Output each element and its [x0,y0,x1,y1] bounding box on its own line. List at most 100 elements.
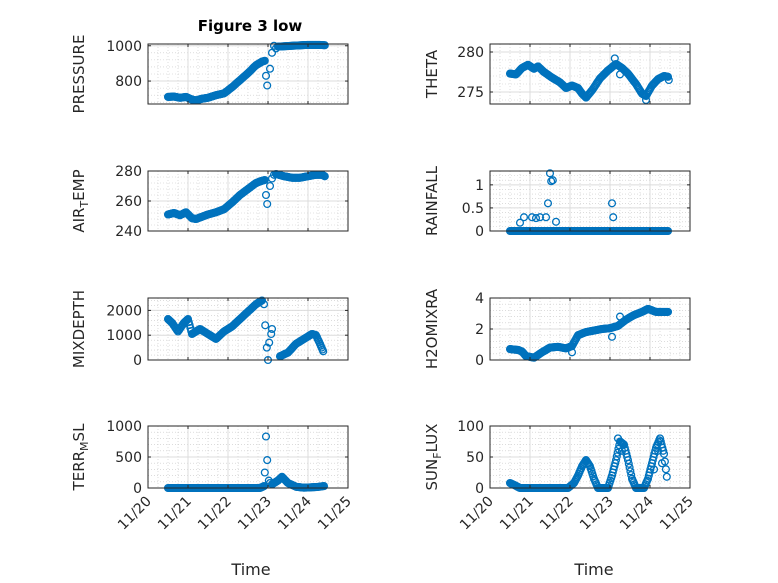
y-tick-label: 260 [115,194,142,210]
data-point [263,81,272,90]
y-tick-label: 1 [475,178,484,194]
data-point [261,71,271,80]
data-point [263,456,272,465]
data-point [515,218,525,227]
data-point [320,172,329,181]
data-point [535,213,545,222]
y-axis-label: H2OMIXRA [423,288,441,369]
y-axis-label: RAINFALL [423,165,441,236]
x-axis-label-left: Time [230,560,270,579]
data-point [543,199,553,208]
y-axis-label: THETA [423,49,441,99]
y-tick-label: 0 [475,353,484,369]
data-point [607,332,617,341]
data-point [641,95,651,105]
data-point [545,169,555,178]
subplot-theta: 275 280 THETA [423,43,691,105]
figure-title: Figure 3 low [198,17,303,35]
data-point [624,459,633,468]
data-point [611,456,621,465]
y-tick-label: 500 [115,450,142,466]
data-point [609,213,618,222]
data-point [527,213,537,222]
data-point [627,470,636,480]
data-point [261,190,271,200]
data-point [519,213,529,222]
data-point [320,41,329,50]
data-point [649,465,659,474]
y-tick-label: 275 [457,85,484,101]
data-point [626,467,635,476]
data-point [657,459,667,468]
data-point [661,465,670,474]
data-point [262,343,271,352]
y-axis-label: AIRTEMP [70,169,91,232]
data-point [615,70,625,79]
y-axis-label: TERRMSL [70,423,91,492]
y-tick-label: 280 [115,164,142,180]
subplot-mixdepth: 0 1000 2000 MIXDEPTH [70,290,349,369]
data-point [663,72,673,81]
subplot-rainfall: 0 0.5 1 RAINFALL [423,165,691,240]
data-point [613,434,623,443]
data-point [548,176,557,185]
data-point [261,432,271,441]
y-tick-label: 0 [475,481,484,497]
x-tick-label: 11/25 [315,494,355,534]
subplot-h2omixra: 0 2 4 H2OMIXRA [423,288,691,369]
data-point [265,64,275,73]
data-point [653,446,663,455]
y-tick-label: 280 [457,45,484,61]
axes-box [147,43,349,105]
subplot-terr-msl: 0 500 1000 11/20 11/21 11/22 11/23 11/24 11/25 TE… [70,419,355,533]
data-point [260,56,269,65]
y-tick-label: 1000 [106,39,142,55]
data-point [663,307,673,316]
x-tick-label: 11/21 [497,494,537,534]
axes-box [147,297,349,361]
data-point [265,338,274,347]
x-tick-label: 11/22 [537,494,577,534]
y-tick-label: 4 [475,291,484,307]
y-axis-label: MIXDEPTH [70,290,88,368]
y-axis-label: SUNFLUX [423,424,444,491]
y-tick-label: 0 [133,481,142,497]
y-axis-label: PRESSURE [70,35,88,114]
data-point [541,213,551,222]
data-point [612,452,621,461]
data-point [265,181,275,191]
y-tick-label: 1000 [106,328,142,344]
data-point [260,468,269,477]
data-point [610,54,619,63]
data-point [613,448,622,457]
x-tick-label: 11/20 [115,494,155,534]
data-point [567,348,577,357]
x-tick-label: 11/23 [577,494,617,534]
y-tick-label: 0 [475,224,484,240]
y-tick-label: 0.5 [462,201,484,217]
data-point [267,329,276,339]
y-tick-label: 2000 [106,303,142,319]
y-tick-label: 100 [457,419,484,435]
data-point [260,175,269,185]
x-tick-label: 11/23 [235,494,275,534]
data-point [625,463,634,472]
data-point [263,199,272,209]
data-point [267,48,277,57]
x-tick-label: 11/24 [617,493,657,533]
subplot-sun-flux: 0 50 100 11/20 11/21 11/22 11/23 11/24 11/25 SUNF… [423,419,697,533]
data-point [615,312,625,321]
data-point [259,300,269,309]
y-tick-label: 240 [115,224,142,240]
data-point [547,177,556,186]
data-point [261,321,270,330]
data-point [607,199,617,208]
y-tick-label: 50 [466,450,484,466]
data-point [551,217,561,226]
data-point [662,472,671,481]
y-tick-label: 800 [115,74,142,90]
x-tick-label: 11/20 [457,494,497,534]
x-tick-label: 11/22 [195,494,235,534]
